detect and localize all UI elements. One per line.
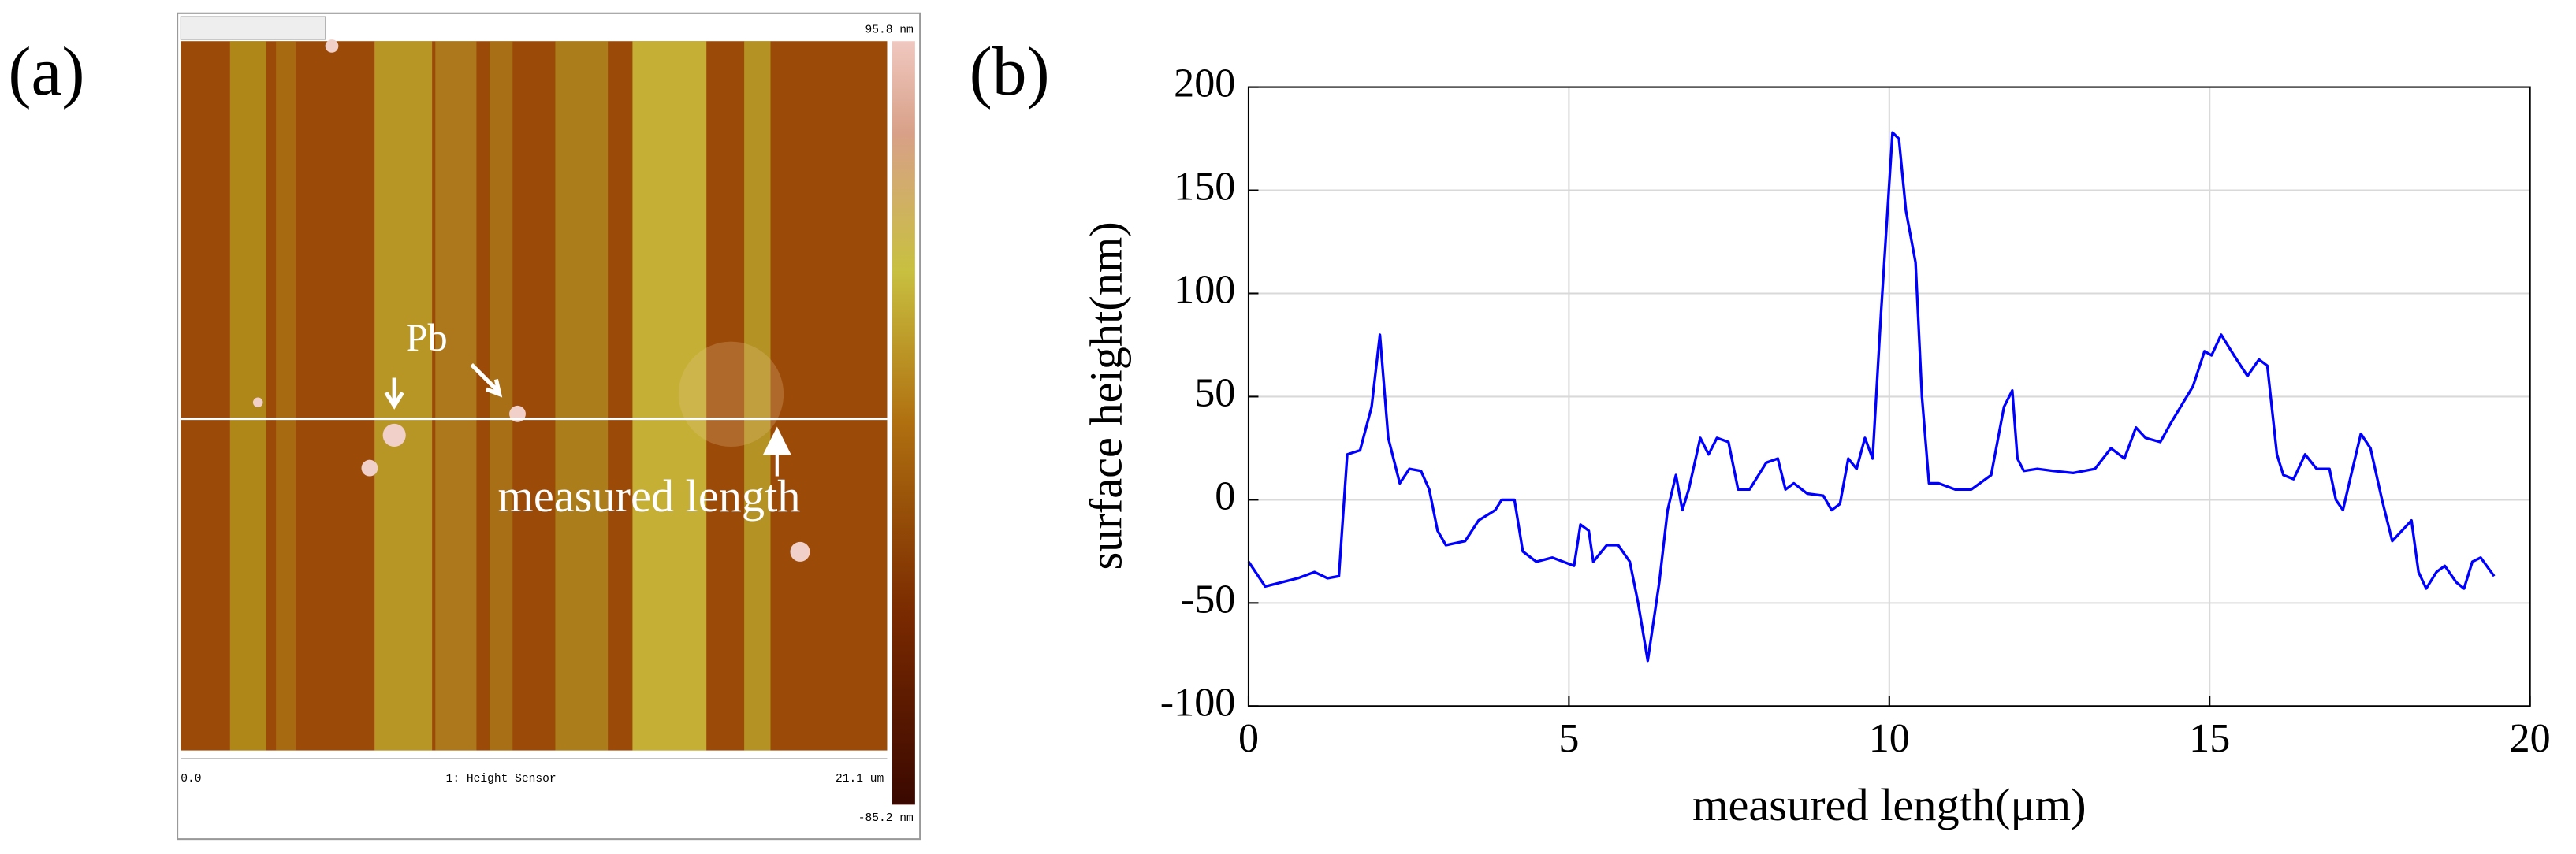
panel-label: (b) bbox=[970, 33, 1050, 110]
x-tick-label: 10 bbox=[1869, 716, 1910, 761]
annotation: Pb bbox=[406, 315, 448, 359]
afm-image bbox=[177, 12, 921, 841]
axes-frame bbox=[1247, 86, 2531, 707]
annotation: measured length bbox=[498, 470, 801, 522]
data-line bbox=[1247, 131, 2496, 663]
x-axis-label: measured length(μm) bbox=[1692, 779, 2086, 830]
x-tick-label: 15 bbox=[2189, 716, 2230, 761]
y-tick-label: 100 bbox=[1174, 267, 1235, 312]
y-tick-label: -100 bbox=[1160, 680, 1236, 725]
channel: 1: Height Sensor bbox=[446, 773, 557, 785]
y-tick-label: 0 bbox=[1215, 473, 1235, 518]
y-axis-label: surface height(nm) bbox=[1080, 221, 1131, 570]
plot-area bbox=[1247, 86, 2531, 707]
y-tick-label: 200 bbox=[1174, 61, 1235, 106]
y-tick-label: 50 bbox=[1194, 370, 1235, 415]
x-end: 21.1 um bbox=[836, 773, 884, 785]
x-tick-label: 5 bbox=[1558, 716, 1579, 761]
scale-max: 95.8 nm bbox=[865, 24, 914, 36]
x-start: 0.0 bbox=[181, 773, 201, 785]
x-tick-label: 0 bbox=[1238, 716, 1259, 761]
y-tick-label: 150 bbox=[1174, 164, 1235, 209]
panel-label: (a) bbox=[8, 33, 84, 110]
x-tick-label: 20 bbox=[2510, 716, 2551, 761]
y-tick-label: -50 bbox=[1181, 577, 1235, 622]
scale-min: -85.2 nm bbox=[858, 812, 914, 825]
